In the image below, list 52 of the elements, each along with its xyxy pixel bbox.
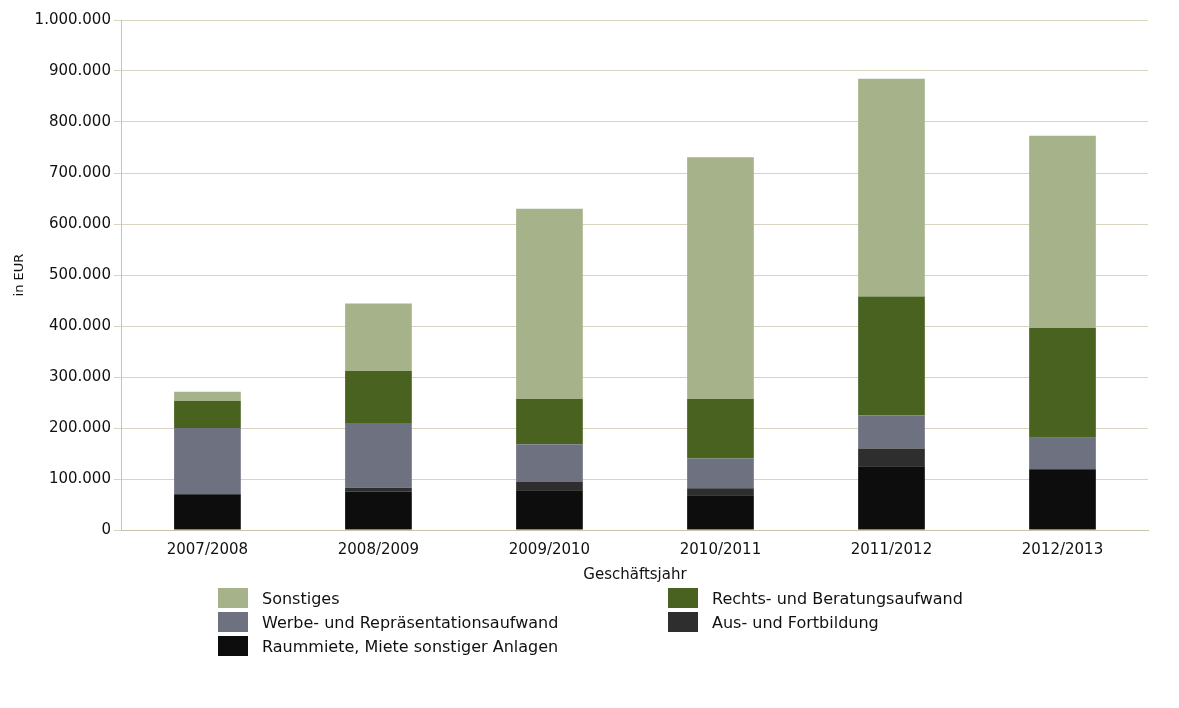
bar [687,488,754,496]
legend-label: Werbe- und Repräsentationsaufwand [262,612,559,632]
bar [1029,469,1096,530]
x-tick-label: 2008/2009 [337,539,420,558]
bar [345,487,412,492]
bar [345,303,412,371]
bar [687,458,754,489]
legend-label: Raummiete, Miete sonstiger Anlagen [262,636,559,656]
bar [1029,437,1096,470]
bar [858,448,925,467]
bar [858,466,925,530]
bar [687,157,754,399]
bar [174,391,241,401]
bar [858,78,925,297]
bar [345,491,412,530]
y-tick-label: 800.000 [48,111,111,130]
y-tick-label: 500.000 [48,264,111,283]
y-tick-label: 200.000 [48,417,111,436]
bar [345,422,412,488]
bar [516,208,583,399]
x-tick-label: 2011/2012 [850,539,933,558]
bar [174,400,241,428]
bar [1029,328,1096,438]
legend-label: Sonstiges [262,588,340,608]
bar [516,444,583,482]
y-tick-label: 600.000 [48,213,111,232]
bar [858,415,925,449]
bar [1029,135,1096,329]
y-tick-label: 300.000 [48,366,111,385]
bar [516,490,583,530]
bar [516,481,583,491]
bar [516,398,583,445]
bar [687,398,754,459]
bar [687,495,754,530]
legend-label: Aus- und Fortbildung [712,612,879,632]
x-axis-title: Geschäftsjahr [583,564,688,583]
x-tick-label: 2012/2013 [1021,539,1104,558]
y-tick-label: 0 [101,519,111,538]
y-tick-label: 1.000.000 [34,9,111,28]
y-tick-label: 100.000 [48,468,111,487]
y-tick-label: 400.000 [48,315,111,334]
x-tick-label: 2010/2011 [679,539,762,558]
legend-label: Rechts- und Beratungsaufwand [712,588,963,608]
x-tick-label: 2009/2010 [508,539,591,558]
bar [858,296,925,416]
bar [174,428,241,495]
bar [174,494,241,530]
y-tick-label: 700.000 [48,162,111,181]
y-tick-label: 900.000 [48,60,111,79]
x-tick-label: 2007/2008 [166,539,249,558]
y-axis-title: in EUR [11,253,27,297]
bar [345,370,412,423]
